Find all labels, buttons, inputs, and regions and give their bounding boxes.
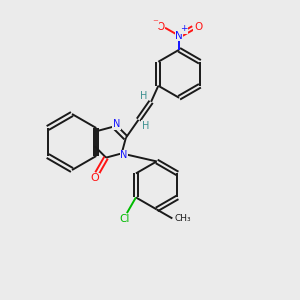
Text: ⁻: ⁻ [152, 18, 158, 28]
Text: +: + [180, 24, 188, 33]
Text: H: H [140, 91, 148, 101]
Text: H: H [142, 121, 149, 131]
Text: N: N [120, 150, 127, 161]
Text: CH₃: CH₃ [174, 214, 191, 223]
Text: N: N [113, 119, 120, 129]
Text: N: N [175, 31, 183, 41]
Text: O: O [156, 22, 164, 32]
Text: O: O [194, 22, 202, 32]
Text: Cl: Cl [120, 214, 130, 224]
Text: O: O [91, 173, 99, 183]
